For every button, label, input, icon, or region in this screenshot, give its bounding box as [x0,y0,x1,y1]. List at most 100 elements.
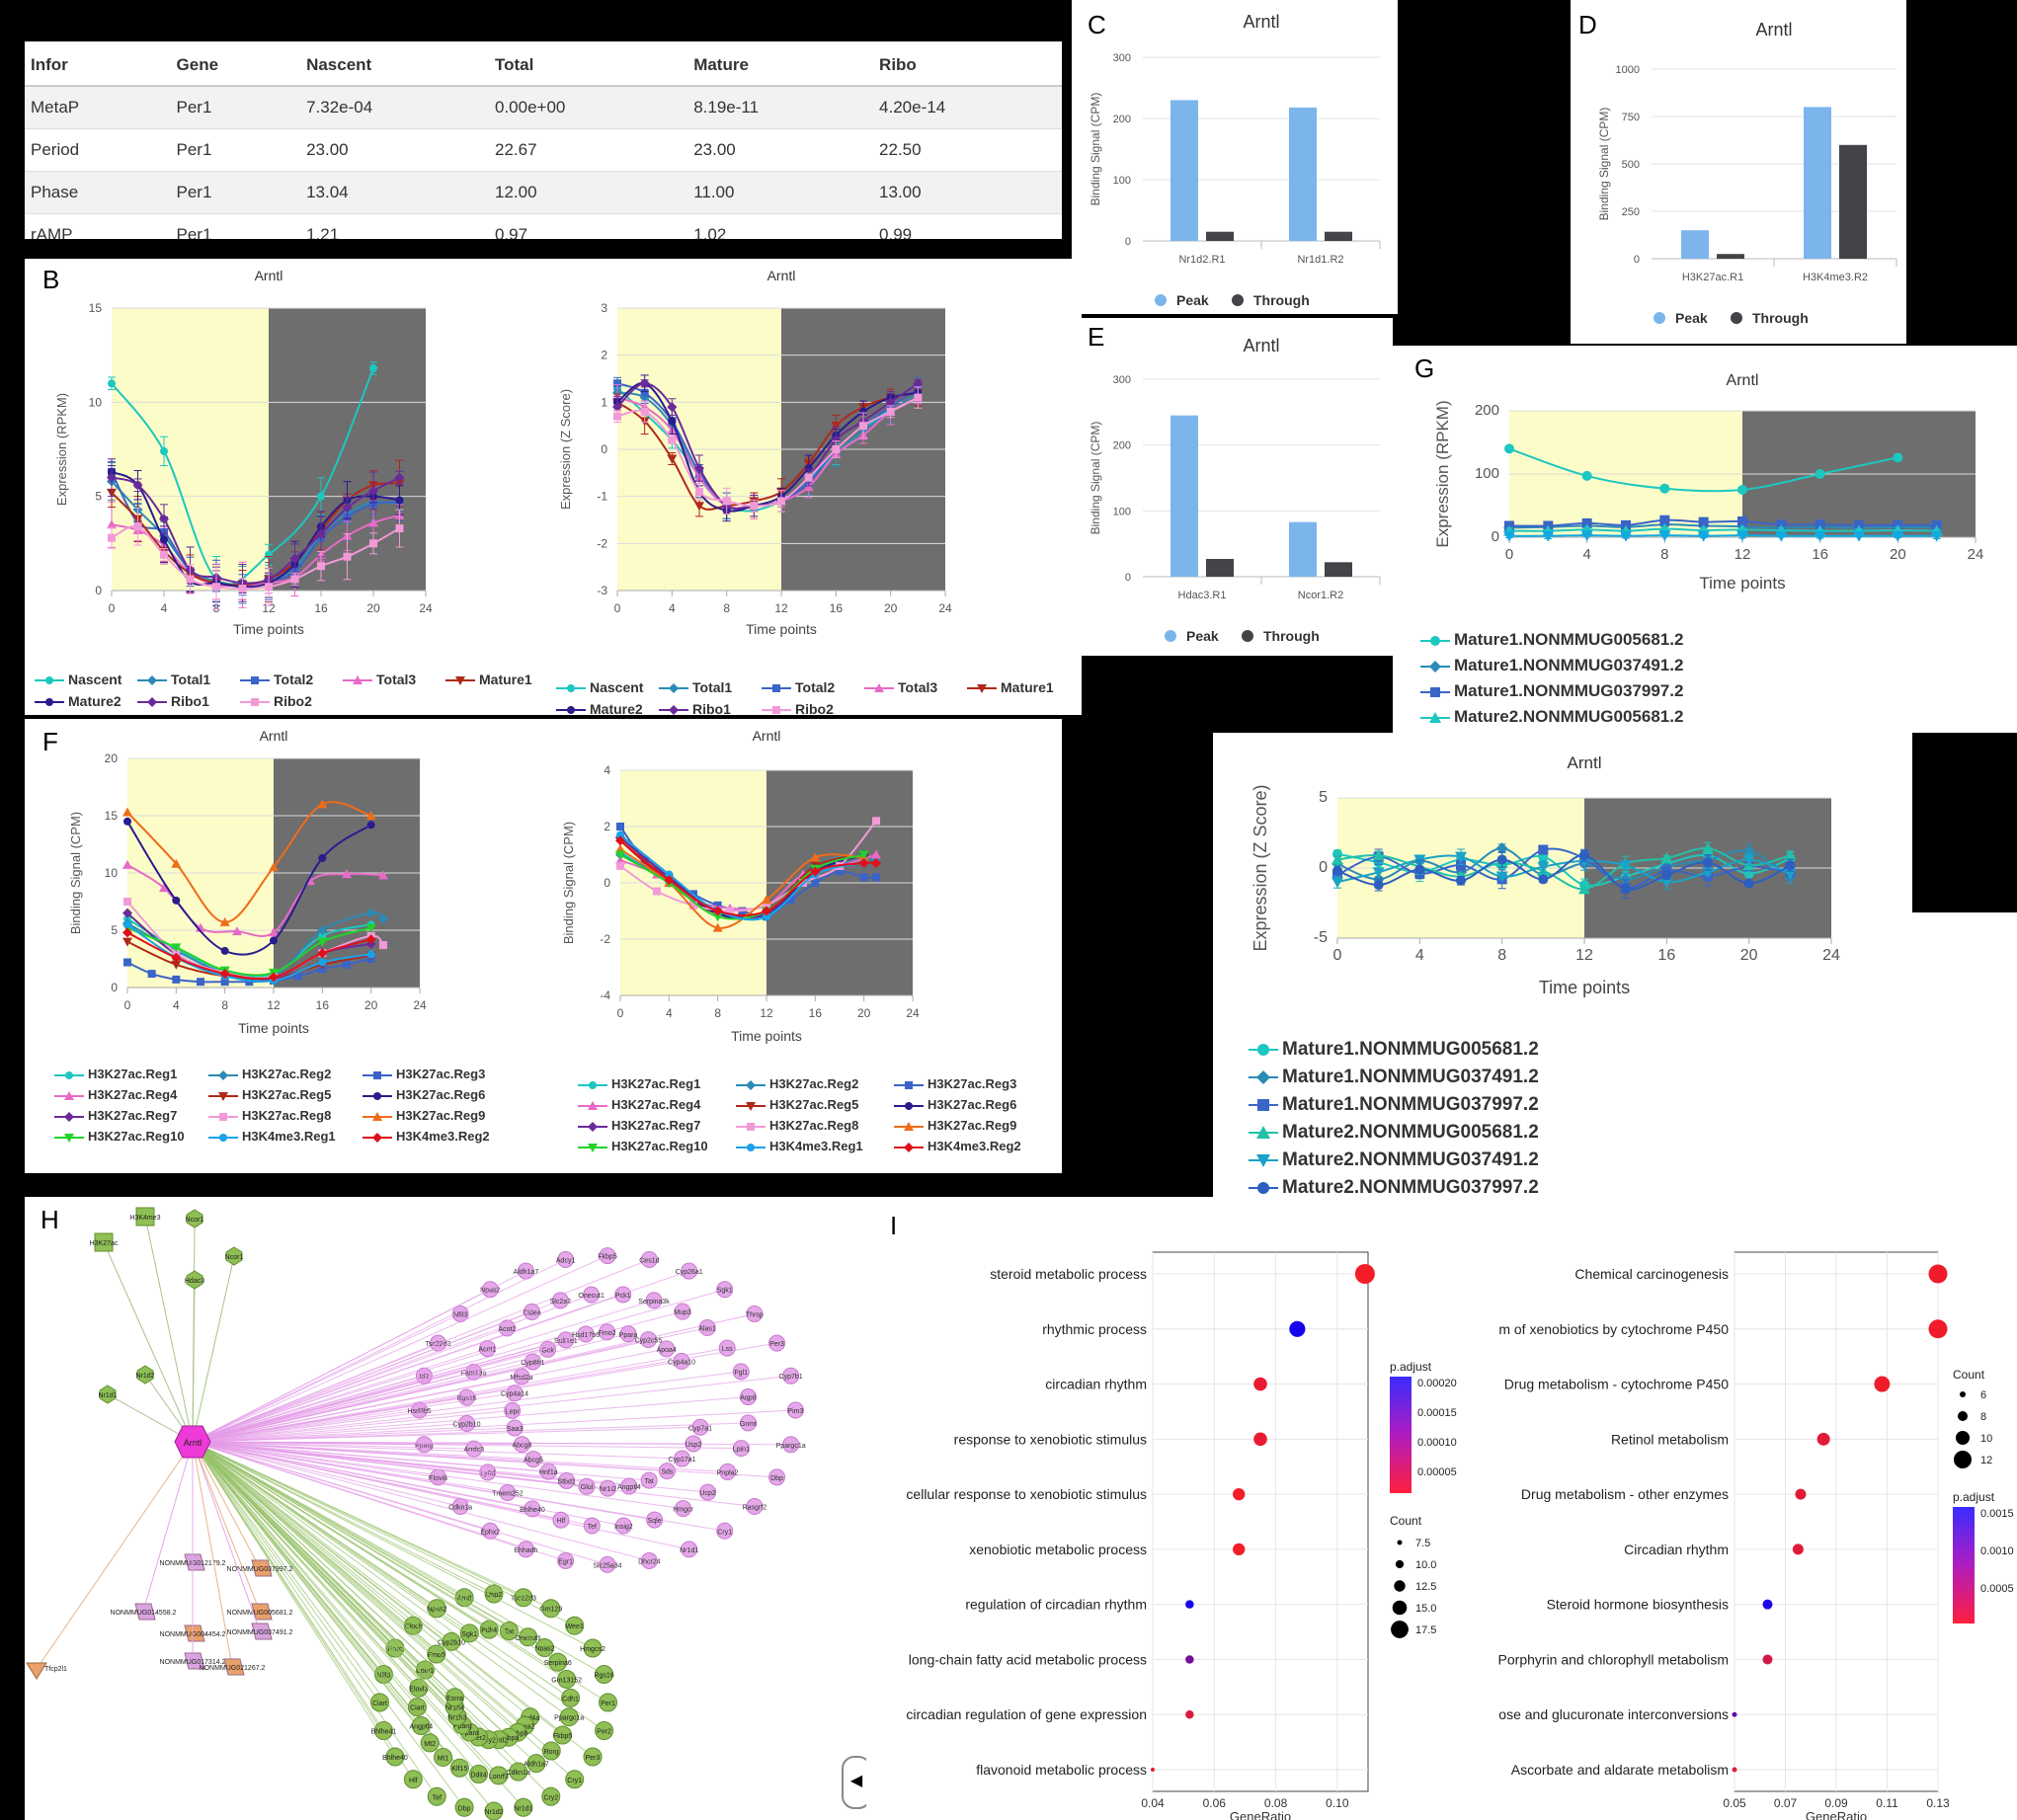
y-axis-label: Binding Signal (CPM) [1089,422,1102,535]
legend-label: Peak [1675,310,1708,326]
gene-label: Cdh1 [562,1696,579,1702]
legend-marker [35,698,64,707]
legend-marker [659,683,688,694]
x-tick-label: 0.07 [1774,1796,1798,1810]
data-point [859,407,867,416]
gene-label: Npas2 [480,1288,500,1295]
legend-marker [762,684,791,693]
legend-item[interactable]: Mature2.NONMMUG005681.2 [1420,707,1683,727]
gene-label: Mt2 [424,1741,436,1748]
gene-label: Ciart [410,1705,425,1712]
data-point [1814,530,1826,542]
legend-item[interactable]: Mature1.NONMMUG037997.2 [1420,681,1683,701]
data-point [713,901,722,910]
legend-item[interactable]: H3K27ac.Reg4 [54,1087,177,1103]
y-tick-label: -2 [600,932,610,946]
legend-tick: 17.5 [1415,1624,1436,1636]
legend-item[interactable]: H3K27ac.Reg3 [894,1076,1016,1092]
legend-item[interactable]: Mature1 [967,679,1054,695]
legend-item[interactable]: Ribo2 [762,701,834,715]
legend-item[interactable]: H3K27ac.Reg3 [363,1067,485,1082]
legend-item[interactable]: H3K27ac.Reg8 [736,1118,858,1134]
legend-item[interactable]: H3K27ac.Reg6 [363,1087,485,1103]
data-point [694,502,704,512]
network-edge [192,1441,525,1726]
bar [1325,562,1352,577]
green-gene-node [548,1652,568,1672]
gene-label: Nr1d2 [484,1809,503,1816]
data-point [172,896,181,905]
legend-item[interactable]: Total3 [864,679,937,695]
legend-item[interactable]: H3K27ac.Reg1 [54,1067,177,1082]
series-line [1508,447,1898,493]
network-edge [192,1441,524,1808]
legend-item[interactable]: Ribo1 [659,701,731,715]
legend-marker [736,1122,766,1131]
legend-item[interactable]: H3K4me3.Reg1 [208,1129,336,1145]
legend-item[interactable]: Mature1.NONMMUG037491.2 [1420,656,1683,675]
data-point [712,912,723,922]
gene-label: Npas2 [427,1607,446,1614]
legend-item[interactable]: Mature2.NONMMUG037491.2 [1249,1149,1539,1171]
legend-item[interactable]: H3K27ac.Reg5 [208,1087,331,1103]
legend-item[interactable]: H3K27ac.Reg1 [578,1076,700,1092]
legend-item[interactable]: Mature2.NONMMUG005681.2 [1249,1122,1539,1144]
data-point [1785,860,1796,871]
legend-item[interactable]: H3K4me3.Reg2 [363,1129,490,1145]
dot [1233,1487,1246,1501]
legend-item[interactable]: Mature1.NONMMUG037997.2 [1249,1094,1539,1116]
legend-item[interactable]: H3K27ac.Reg8 [208,1108,331,1124]
pink-gene-node [782,1367,800,1385]
gene-label: Tef [588,1524,597,1531]
network-edge [192,1441,458,1717]
legend-item[interactable]: Ribo1 [137,693,209,709]
legend-item[interactable]: H3K27ac.Reg5 [736,1097,858,1113]
legend-item[interactable]: H3K4me3.Reg1 [736,1139,863,1154]
legend-item[interactable]: H3K27ac.Reg9 [363,1108,485,1124]
legend-label: Total1 [692,679,733,695]
data-point [212,583,220,592]
legend-item[interactable]: Mature2.NONMMUG037997.2 [1249,1177,1539,1197]
legend-item[interactable]: Mature1.NONMMUG005681.2 [1249,1039,1539,1061]
legend-item[interactable]: H3K27ac.Reg9 [894,1118,1016,1134]
y-tick-label: 1000 [1616,64,1640,76]
legend-item[interactable]: Nascent [556,679,643,695]
legend-item[interactable]: Total1 [137,672,210,687]
legend-item[interactable]: Nascent [35,672,121,687]
data-point [1703,857,1713,868]
legend-item[interactable]: Mature2 [556,701,643,715]
legend-item[interactable]: Total3 [343,672,416,687]
legend-item[interactable]: Mature1 [445,672,532,687]
panel-d: D Arntl 0 250 500 750 1000 Binding Signal (CPM… [1571,0,1906,344]
legend-marker [1249,1069,1278,1084]
legend-item[interactable]: H3K27ac.Reg4 [578,1097,700,1113]
legend-item[interactable]: Total1 [659,679,732,695]
legend-item[interactable]: H3K27ac.Reg7 [578,1118,700,1134]
legend-item[interactable]: Ribo2 [240,693,312,709]
legend-size-dot [1956,1431,1970,1445]
legend-item[interactable]: H3K27ac.Reg10 [578,1139,708,1154]
legend-item[interactable]: Total2 [762,679,835,695]
legend-item[interactable]: H3K27ac.Reg10 [54,1129,185,1145]
legend-item[interactable]: Mature1.NONMMUG037491.2 [1249,1067,1539,1088]
legend-item[interactable]: H3K27ac.Reg2 [736,1076,858,1092]
legend-item[interactable]: Mature2 [35,693,121,709]
legend-tick: 8 [1980,1411,1986,1423]
y-tick-label: -2 [597,536,607,550]
gene-label: Tsc22d3 [425,1341,450,1348]
y-tick-label: 750 [1622,112,1640,123]
x-tick-label: 0.13 [1926,1796,1950,1810]
legend-item[interactable]: Mature1.NONMMUG005681.2 [1420,630,1683,650]
legend-item[interactable]: H3K27ac.Reg7 [54,1108,177,1124]
legend-item[interactable]: H3K27ac.Reg2 [208,1067,331,1082]
legend-item[interactable]: H3K27ac.Reg6 [894,1097,1016,1113]
network-edge [192,1441,559,1663]
bar [1206,559,1234,577]
legend-item[interactable]: H3K4me3.Reg2 [894,1139,1021,1154]
legend-f2: H3K27ac.Reg1 H3K27ac.Reg2 H3K27ac.Reg3 H3K2… [578,1076,1062,1173]
data-point [885,397,896,408]
network-edge [192,1441,495,1595]
legend-label: Ribo1 [692,701,731,715]
legend-item[interactable]: Total2 [240,672,313,687]
chart-title: Arntl [1727,372,1759,389]
